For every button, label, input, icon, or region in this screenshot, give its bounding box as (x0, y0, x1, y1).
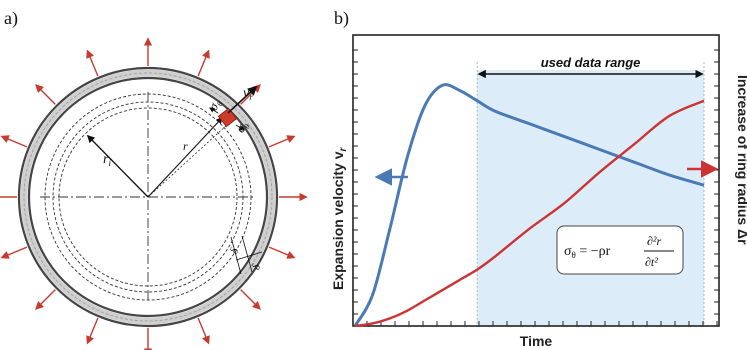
ring-outer-edge (17, 66, 279, 328)
y-left-axis-label: Expansion velocity vr (330, 147, 349, 291)
radial-arrow (86, 317, 99, 345)
radial-arrow (240, 289, 261, 310)
label-r: r (183, 139, 188, 153)
radial-arrow (197, 49, 210, 77)
y-right-axis-label: Increase of ring radius Δr (735, 75, 747, 245)
radial-arrow (0, 135, 28, 148)
delta-dim-line-3 (235, 251, 263, 261)
formula: σθ = −ρr (564, 244, 611, 260)
radial-arrow (268, 135, 296, 148)
sigma-theta-arrow-2 (235, 124, 245, 131)
sigma-theta-arrow-1 (209, 107, 219, 114)
formula-numerator: ∂²r (647, 234, 662, 248)
chart-panel: used data range σθ = −ρr ∂²r ∂t² Time Ex… (330, 34, 747, 349)
velocity-curve (353, 83, 705, 327)
ring-diagram: ri r vr σθ σθ δ δ (0, 37, 308, 350)
vr-arrow (227, 85, 258, 114)
radius-r-arrow (147, 117, 223, 198)
radial-arrow (35, 289, 56, 310)
radial-arrow (268, 246, 296, 259)
panel-a-label: a) (4, 8, 18, 29)
label-delta-1: δ (228, 246, 241, 255)
label-ri: ri (103, 152, 111, 168)
ring-element (217, 107, 238, 128)
used-data-range-shading (477, 70, 704, 326)
used-range-label: used data range (541, 55, 641, 70)
label-delta-2: δ (250, 262, 263, 271)
formula-box (556, 225, 684, 275)
radial-arrow (197, 317, 210, 345)
radial-arrow (35, 84, 56, 105)
axis-ticks (353, 49, 719, 326)
ring-midline (23, 72, 273, 322)
panel-b-label: b) (334, 8, 349, 29)
label-vr: vr (243, 86, 253, 102)
delta-dim-line-2 (241, 235, 253, 273)
formula-denominator: ∂t² (645, 255, 658, 269)
ring-inner-edge (27, 76, 269, 318)
radial-arrow (86, 49, 99, 77)
radius-ri-arrow (86, 134, 149, 198)
plot-frame (352, 34, 720, 327)
radius-r-guide (147, 123, 229, 198)
dashed-circle-3 (58, 107, 238, 287)
radius-increase-curve (354, 99, 705, 328)
x-axis-label: Time (520, 333, 553, 349)
radial-arrow (0, 246, 28, 259)
radial-pressure-arrows (0, 37, 308, 350)
delta-dim-line-1 (230, 236, 242, 275)
